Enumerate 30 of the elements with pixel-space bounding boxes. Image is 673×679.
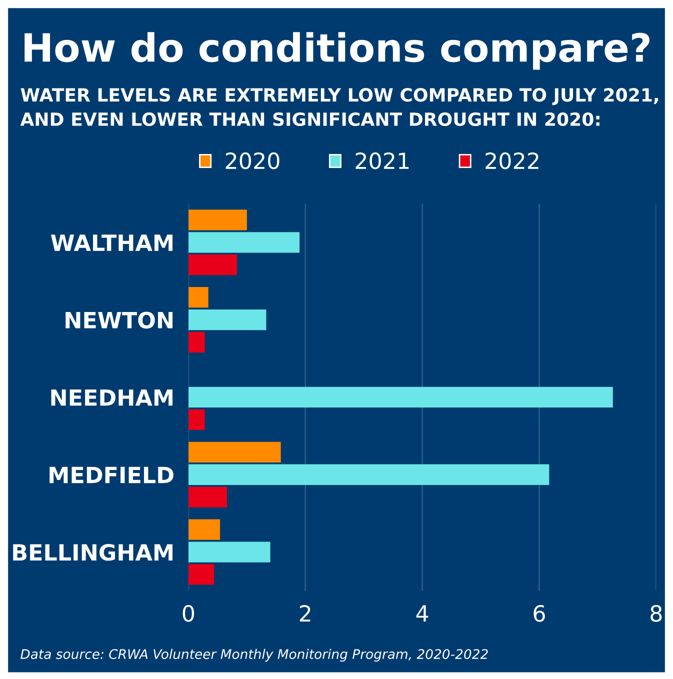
bar	[188, 442, 281, 462]
source-note: Data source: CRWA Volunteer Monthly Monitoring Program, 2020-2022	[20, 648, 488, 662]
y-tick-label: WALTHAM	[50, 234, 172, 251]
chart-subtitle: WATER LEVELS ARE EXTREMELY LOW COMPARED TO JULY 2021, AND EVEN LOWER THAN SIGNIFICANT DROUGHT IN 2020:	[20, 88, 658, 126]
bar	[188, 386, 613, 408]
bar	[188, 210, 247, 230]
bar	[188, 464, 550, 485]
x-tick-label: 4	[416, 605, 428, 622]
y-tick-label: MEDFIELD	[50, 466, 174, 484]
x-tick-label: 6	[534, 605, 545, 622]
x-tick-label: 0	[182, 605, 194, 622]
bar	[188, 254, 237, 276]
bar	[188, 309, 266, 330]
legend-label: 2022	[486, 152, 538, 170]
bar	[188, 486, 228, 508]
x-tick-label: 8	[650, 605, 662, 622]
bar	[188, 409, 205, 430]
legend-label: 2020	[226, 152, 280, 170]
bar	[188, 332, 205, 353]
y-tick-label: NEWTON	[66, 312, 173, 329]
bar	[188, 232, 300, 253]
bar	[188, 564, 214, 585]
chart-title: How do conditions compare?	[24, 32, 650, 70]
x-tick-label: 2	[300, 605, 310, 622]
bar	[188, 542, 270, 562]
y-tick-label: NEEDHAM	[51, 389, 172, 406]
bar	[188, 519, 220, 540]
bar	[188, 287, 208, 308]
legend-label: 2021	[356, 152, 409, 170]
y-tick-label: BELLINGHAM	[13, 544, 173, 561]
